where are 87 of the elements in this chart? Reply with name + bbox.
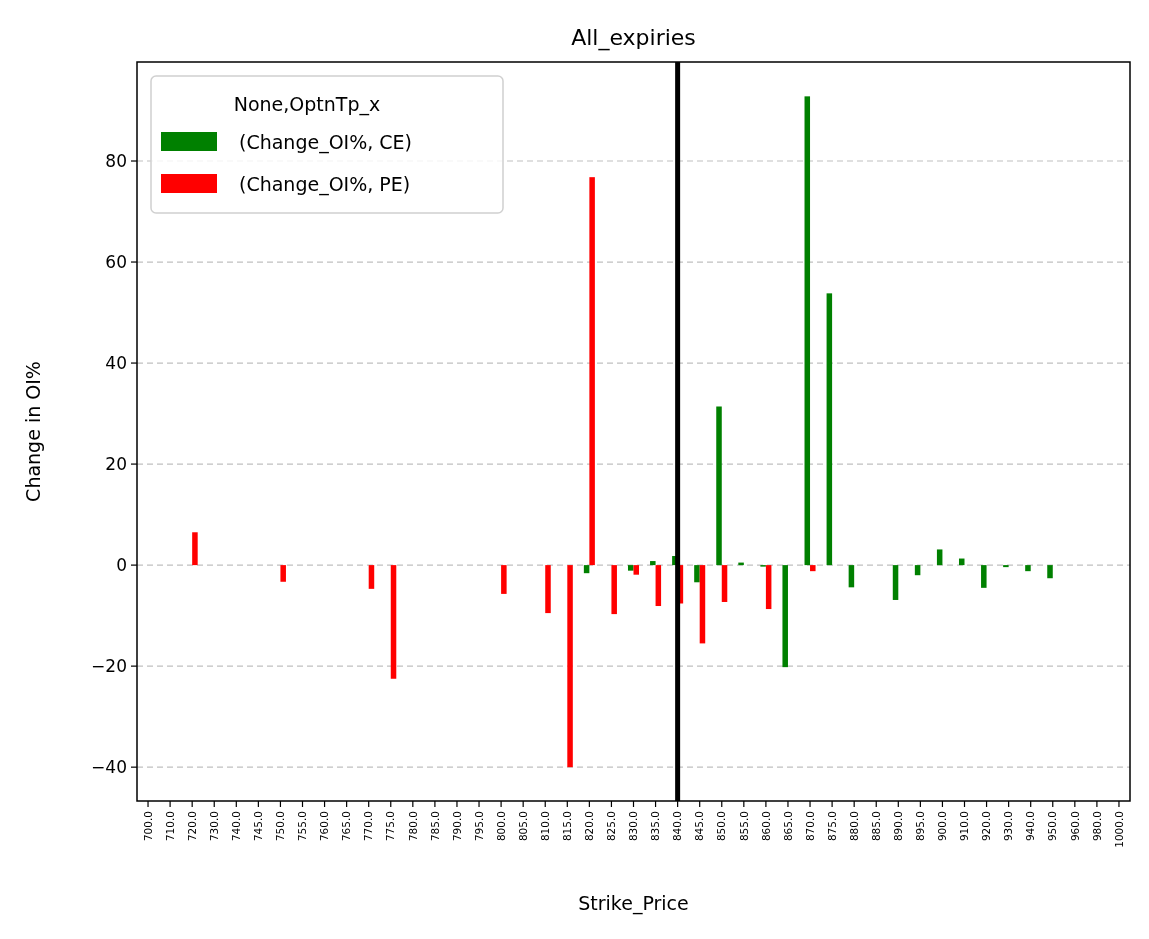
bar: [611, 565, 617, 615]
x-tick-label: 750.0: [274, 811, 287, 842]
bar: [501, 565, 507, 594]
bar: [694, 565, 700, 583]
x-tick-label: 780.0: [406, 811, 419, 842]
x-tick-label: 800.0: [494, 811, 507, 842]
x-tick-label: 795.0: [472, 811, 485, 842]
bar: [368, 565, 375, 589]
bar: [826, 293, 833, 566]
x-tick-label: 835.0: [649, 811, 662, 842]
x-tick-label: 810.0: [538, 811, 551, 842]
bar: [936, 549, 943, 566]
x-tick-label: 875.0: [825, 811, 838, 842]
x-tick-label: 760.0: [318, 811, 331, 842]
x-tick-label: 805.0: [516, 811, 529, 842]
x-tick-label: 895.0: [914, 811, 927, 842]
x-tick-label: 700.0: [141, 811, 154, 842]
bar: [716, 406, 722, 566]
bar: [650, 561, 656, 566]
x-tick-label: 770.0: [362, 811, 375, 842]
x-tick-label: 960.0: [1068, 811, 1081, 842]
x-tick-label: 870.0: [803, 811, 816, 842]
x-tick-label: 940.0: [1024, 811, 1037, 842]
x-tick-label: 790.0: [450, 811, 463, 842]
x-tick-label: 840.0: [671, 811, 684, 842]
legend-title: None,OptnTp_x: [233, 93, 381, 116]
bar: [192, 532, 198, 566]
bar: [627, 565, 634, 571]
x-tick-label: 815.0: [560, 811, 573, 842]
x-tick-label: 980.0: [1090, 811, 1103, 842]
bar: [567, 565, 573, 768]
bar: [280, 565, 286, 582]
x-tick-label: 860.0: [759, 811, 772, 842]
x-tick-label: 730.0: [207, 811, 220, 842]
x-tick-label: 745.0: [252, 811, 265, 842]
x-tick-label: 710.0: [163, 811, 176, 842]
y-axis-title: Change in OI%: [22, 361, 44, 502]
x-tick-label: 910.0: [958, 811, 971, 842]
x-tick-label: 755.0: [296, 811, 309, 842]
y-tick-label: −40: [91, 757, 127, 778]
x-tick-label: 900.0: [936, 811, 949, 842]
x-tick-label: 1000.0: [1112, 811, 1125, 848]
bar: [721, 565, 728, 602]
bar: [1047, 565, 1053, 579]
bar: [655, 565, 662, 607]
y-tick-label: 80: [105, 150, 127, 171]
x-tick-label: 885.0: [869, 811, 882, 842]
y-tick-label: 40: [105, 353, 127, 374]
bar: [1025, 565, 1031, 572]
y-tick-label: 60: [105, 251, 127, 272]
x-tick-label: 740.0: [229, 811, 242, 842]
bar: [958, 558, 965, 566]
x-tick-label: 845.0: [693, 811, 706, 842]
x-tick-label: 850.0: [715, 811, 728, 842]
x-tick-label: 820.0: [583, 811, 596, 842]
bar: [545, 565, 551, 614]
x-tick-label: 855.0: [737, 811, 750, 842]
x-tick-label: 930.0: [1002, 811, 1015, 842]
x-tick-label: 950.0: [1046, 811, 1059, 842]
bar: [699, 565, 706, 644]
y-tick-label: 20: [105, 454, 127, 475]
bar: [782, 565, 788, 668]
x-tick-label: 825.0: [605, 811, 618, 842]
bar: [633, 565, 640, 575]
bar: [589, 177, 595, 566]
legend-label: (Change_OI%, PE): [239, 172, 411, 196]
x-tick-label: 785.0: [428, 811, 441, 842]
x-tick-label: 880.0: [847, 811, 860, 842]
bar: [810, 565, 816, 572]
chart-title: All_expiries: [571, 25, 696, 51]
bar: [804, 96, 811, 566]
bar: [765, 565, 772, 610]
bar: [390, 565, 397, 679]
x-tick-label: 830.0: [627, 811, 640, 842]
legend-label: (Change_OI%, CE): [239, 130, 413, 154]
y-tick-label: 0: [116, 555, 127, 576]
bar: [1003, 565, 1009, 568]
x-axis-title: Strike_Price: [578, 892, 689, 915]
x-tick-label: 920.0: [980, 811, 993, 842]
x-tick-label: 765.0: [340, 811, 353, 842]
bar: [981, 565, 987, 588]
x-tick-label: 720.0: [185, 811, 198, 842]
bar: [892, 565, 899, 600]
y-tick-label: −20: [91, 656, 127, 677]
x-tick-label: 890.0: [891, 811, 904, 842]
x-tick-label: 865.0: [781, 811, 794, 842]
x-tick-label: 775.0: [384, 811, 397, 842]
